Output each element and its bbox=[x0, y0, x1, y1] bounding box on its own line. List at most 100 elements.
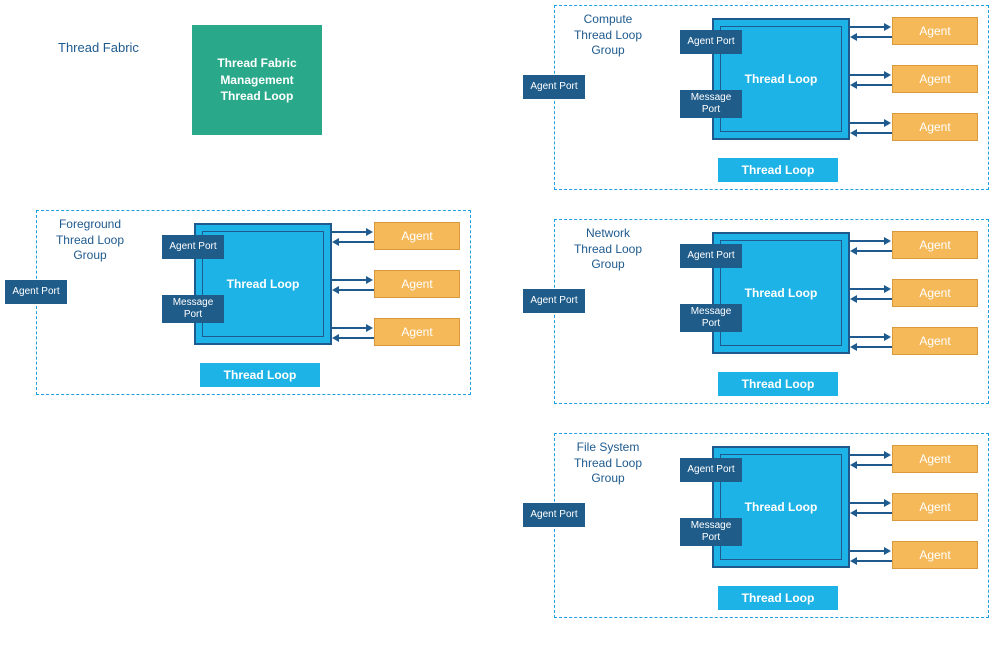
foreground-group-title: Foreground Thread Loop Group bbox=[50, 217, 130, 264]
arrow bbox=[338, 241, 374, 243]
compute-agent-3: Agent bbox=[892, 113, 978, 141]
arrow-head bbox=[884, 119, 891, 127]
network-group-title: Network Thread Loop Group bbox=[568, 226, 648, 273]
network-agent-3: Agent bbox=[892, 327, 978, 355]
arrow-head bbox=[884, 23, 891, 31]
filesystem-agent-port-outer-label: Agent Port bbox=[530, 509, 577, 521]
arrow bbox=[850, 74, 886, 76]
arrow bbox=[856, 84, 892, 86]
foreground-agent-port-outer-label: Agent Port bbox=[12, 286, 59, 298]
arrow-head bbox=[884, 237, 891, 245]
arrow bbox=[856, 250, 892, 252]
network-agent-port-inner: Agent Port bbox=[680, 244, 742, 268]
filesystem-thread-loop-btn-label: Thread Loop bbox=[742, 591, 815, 605]
arrow-head bbox=[884, 71, 891, 79]
network-message-port: Message Port bbox=[680, 304, 742, 332]
arrow bbox=[856, 560, 892, 562]
foreground-agent-3: Agent bbox=[374, 318, 460, 346]
network-agent-2: Agent bbox=[892, 279, 978, 307]
foreground-agent-port-inner-label: Agent Port bbox=[169, 241, 216, 253]
arrow bbox=[338, 337, 374, 339]
arrow-head bbox=[884, 547, 891, 555]
compute-agent-1-label: Agent bbox=[919, 24, 950, 38]
arrow bbox=[850, 550, 886, 552]
compute-agent-2-label: Agent bbox=[919, 72, 950, 86]
arrow bbox=[856, 346, 892, 348]
foreground-message-port-label: Message Port bbox=[173, 297, 214, 321]
foreground-agent-port-inner: Agent Port bbox=[162, 235, 224, 259]
arrow-head bbox=[366, 228, 373, 236]
mgmt-thread-loop-box: Thread Fabric Management Thread Loop bbox=[192, 25, 322, 135]
arrow-head bbox=[850, 509, 857, 517]
arrow bbox=[338, 289, 374, 291]
filesystem-message-port-label: Message Port bbox=[691, 520, 732, 544]
filesystem-agent-port-inner-label: Agent Port bbox=[687, 464, 734, 476]
filesystem-thread-loop-label: Thread Loop bbox=[745, 500, 818, 514]
diagram-title: Thread Fabric bbox=[58, 40, 139, 55]
foreground-agent-1-label: Agent bbox=[401, 229, 432, 243]
arrow-head bbox=[884, 285, 891, 293]
arrow-head bbox=[850, 295, 857, 303]
arrow-head bbox=[884, 451, 891, 459]
foreground-thread-loop-label: Thread Loop bbox=[227, 277, 300, 291]
network-agent-2-label: Agent bbox=[919, 286, 950, 300]
arrow bbox=[332, 279, 368, 281]
foreground-agent-3-label: Agent bbox=[401, 325, 432, 339]
compute-agent-port-inner: Agent Port bbox=[680, 30, 742, 54]
arrow-head bbox=[850, 247, 857, 255]
arrow-head bbox=[850, 557, 857, 565]
arrow-head bbox=[850, 33, 857, 41]
network-agent-1-label: Agent bbox=[919, 238, 950, 252]
arrow-head bbox=[850, 129, 857, 137]
arrow bbox=[856, 132, 892, 134]
arrow-head bbox=[850, 461, 857, 469]
foreground-thread-loop-btn: Thread Loop bbox=[200, 363, 320, 387]
network-thread-loop-btn-label: Thread Loop bbox=[742, 377, 815, 391]
arrow bbox=[850, 26, 886, 28]
arrow bbox=[850, 240, 886, 242]
compute-group-title: Compute Thread Loop Group bbox=[568, 12, 648, 59]
arrow bbox=[850, 288, 886, 290]
arrow bbox=[850, 502, 886, 504]
foreground-agent-1: Agent bbox=[374, 222, 460, 250]
compute-agent-1: Agent bbox=[892, 17, 978, 45]
arrow bbox=[856, 298, 892, 300]
arrow bbox=[856, 512, 892, 514]
arrow-head bbox=[366, 276, 373, 284]
filesystem-agent-2: Agent bbox=[892, 493, 978, 521]
compute-agent-2: Agent bbox=[892, 65, 978, 93]
filesystem-agent-port-outer: Agent Port bbox=[523, 503, 585, 527]
filesystem-agent-3-label: Agent bbox=[919, 548, 950, 562]
compute-message-port: Message Port bbox=[680, 90, 742, 118]
foreground-agent-2: Agent bbox=[374, 270, 460, 298]
compute-agent-3-label: Agent bbox=[919, 120, 950, 134]
foreground-message-port: Message Port bbox=[162, 295, 224, 323]
mgmt-thread-loop-label: Thread Fabric Management Thread Loop bbox=[217, 55, 296, 105]
filesystem-agent-1: Agent bbox=[892, 445, 978, 473]
arrow-head bbox=[884, 333, 891, 341]
arrow-head bbox=[332, 238, 339, 246]
compute-agent-port-outer-label: Agent Port bbox=[530, 81, 577, 93]
arrow-head bbox=[850, 343, 857, 351]
compute-thread-loop-btn-label: Thread Loop bbox=[742, 163, 815, 177]
compute-agent-port-inner-label: Agent Port bbox=[687, 36, 734, 48]
compute-thread-loop-btn: Thread Loop bbox=[718, 158, 838, 182]
arrow bbox=[332, 327, 368, 329]
arrow-head bbox=[850, 81, 857, 89]
arrow bbox=[850, 122, 886, 124]
arrow bbox=[856, 464, 892, 466]
network-agent-1: Agent bbox=[892, 231, 978, 259]
compute-message-port-label: Message Port bbox=[691, 92, 732, 116]
arrow bbox=[856, 36, 892, 38]
filesystem-agent-3: Agent bbox=[892, 541, 978, 569]
arrow-head bbox=[332, 286, 339, 294]
network-message-port-label: Message Port bbox=[691, 306, 732, 330]
foreground-agent-port-outer: Agent Port bbox=[5, 280, 67, 304]
network-agent-port-outer-label: Agent Port bbox=[530, 295, 577, 307]
arrow-head bbox=[366, 324, 373, 332]
filesystem-agent-port-inner: Agent Port bbox=[680, 458, 742, 482]
arrow-head bbox=[332, 334, 339, 342]
filesystem-thread-loop-btn: Thread Loop bbox=[718, 586, 838, 610]
filesystem-agent-1-label: Agent bbox=[919, 452, 950, 466]
filesystem-message-port: Message Port bbox=[680, 518, 742, 546]
